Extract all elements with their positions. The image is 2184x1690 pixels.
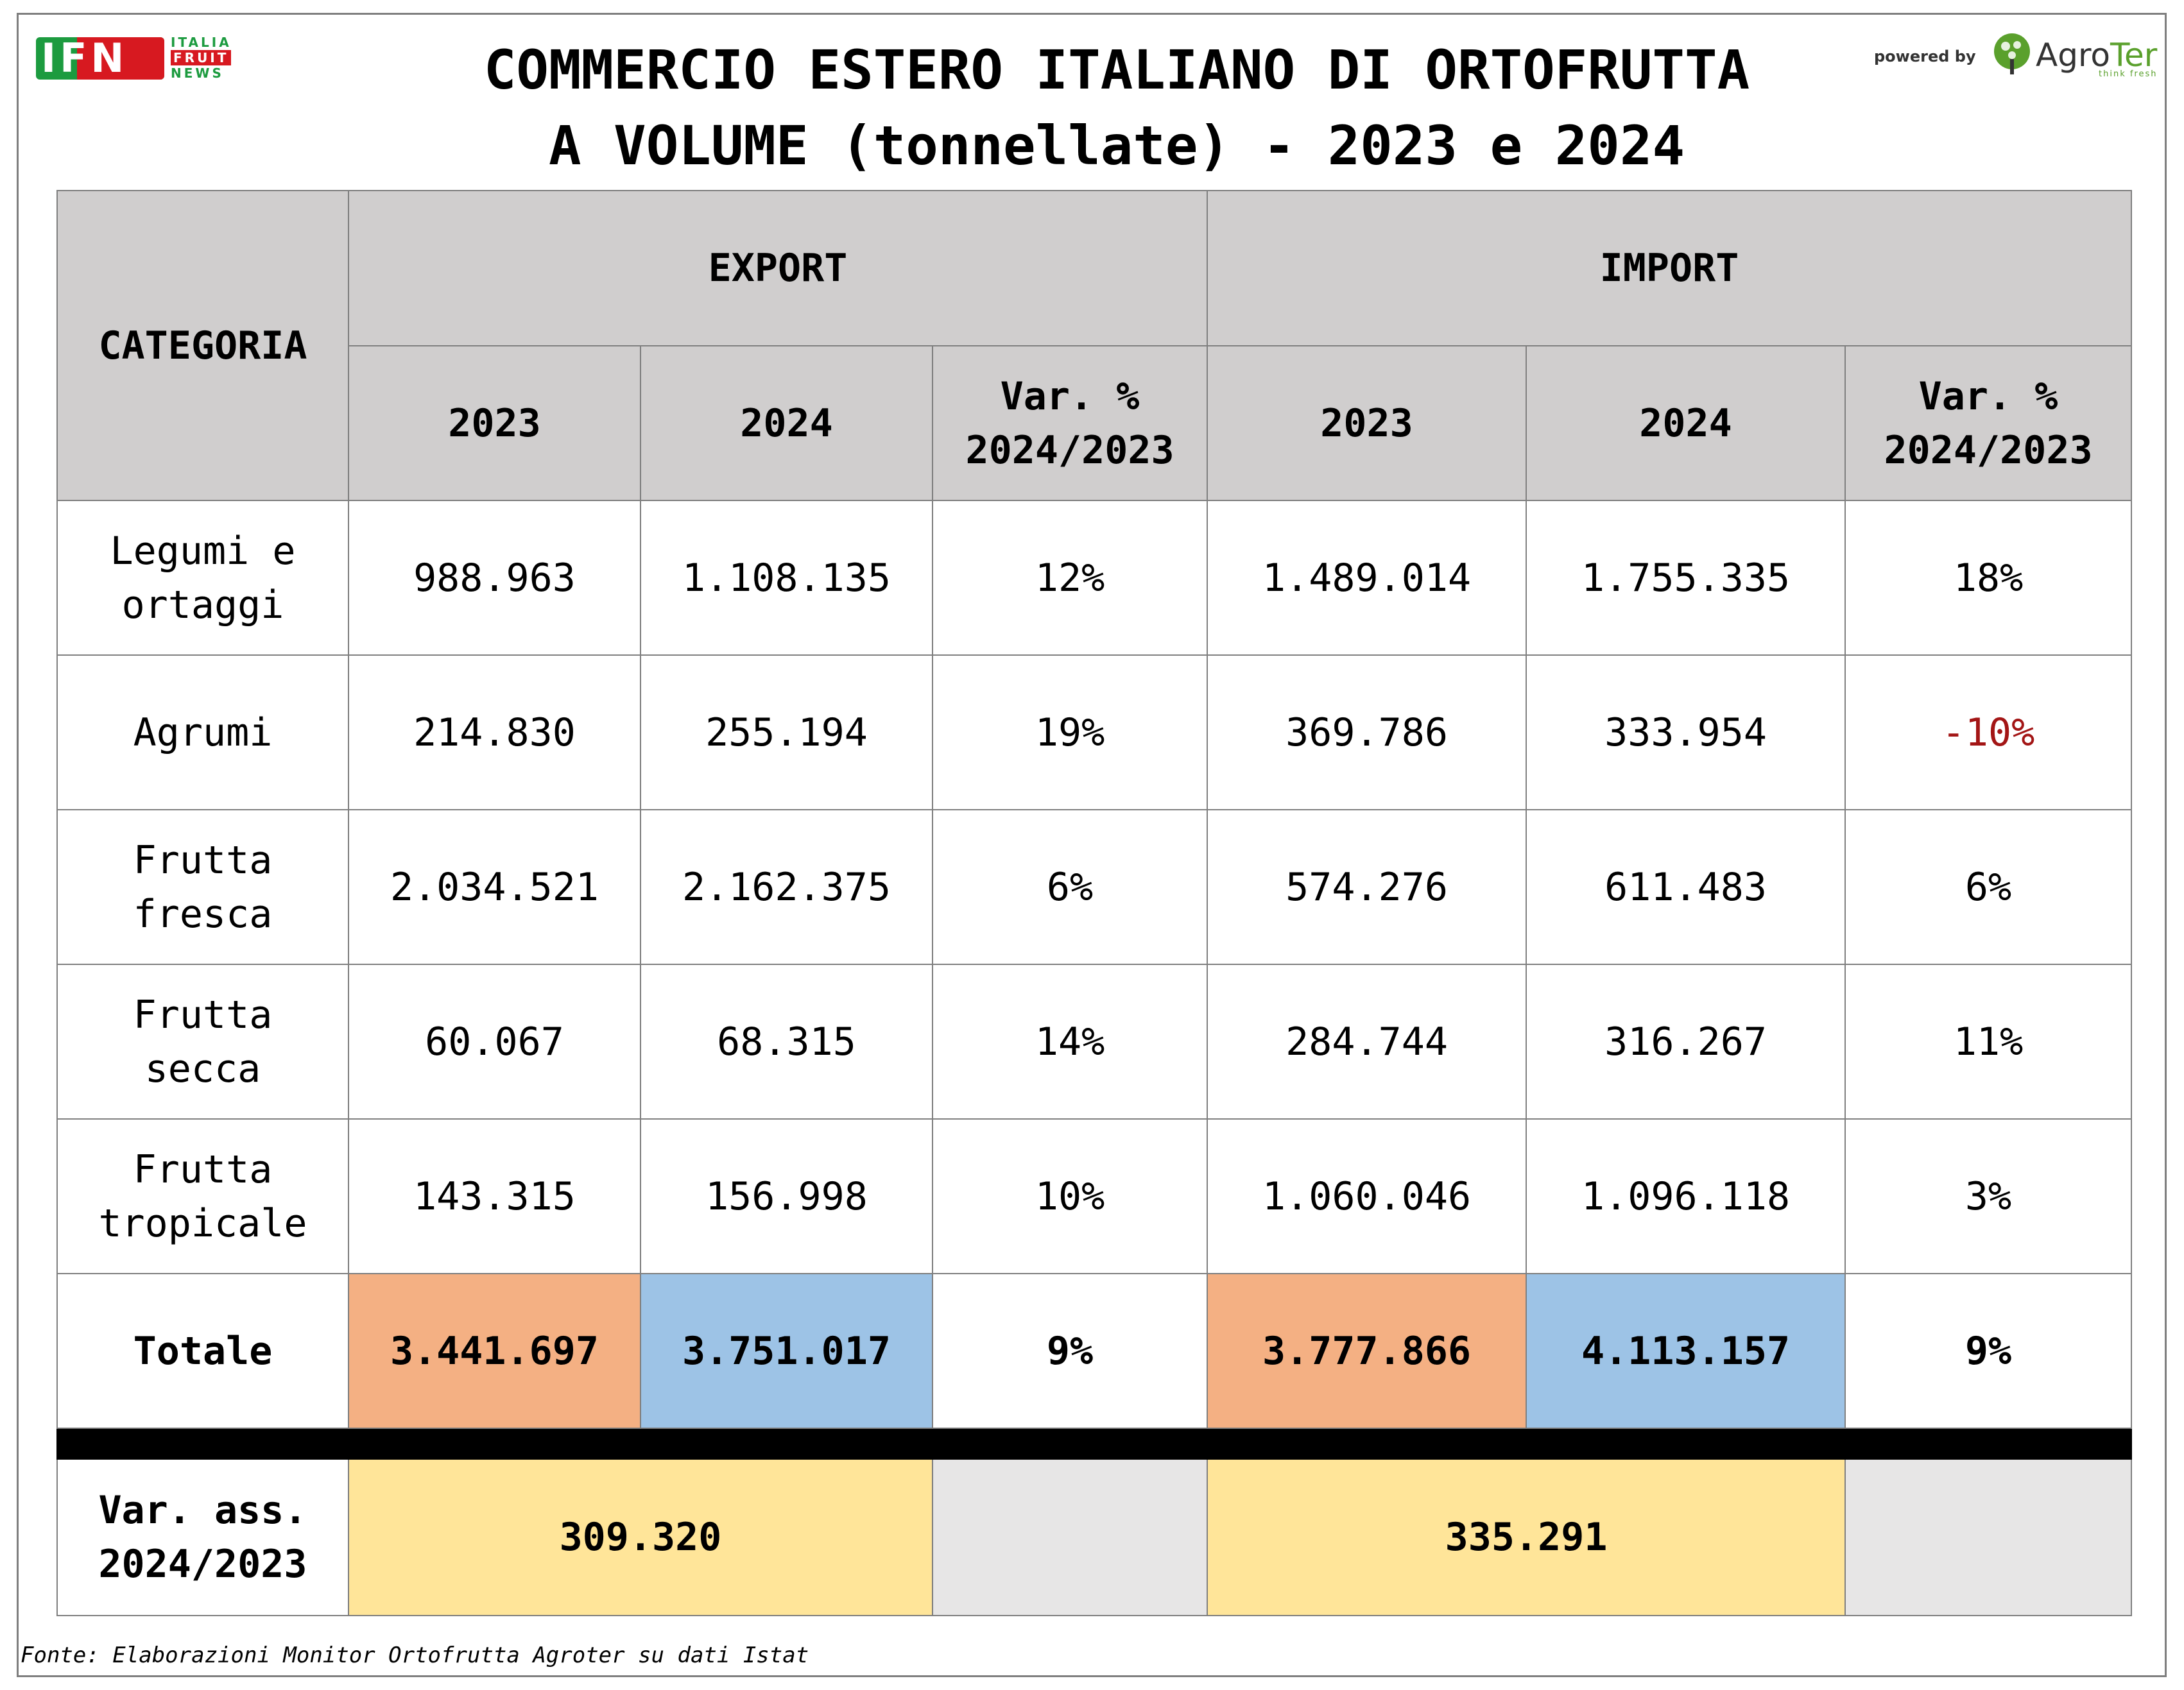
import-var-cell: -10% (1844, 654, 2133, 810)
header-export: EXPORT (347, 190, 1208, 346)
header-import: IMPORT (1207, 190, 2133, 346)
tree-icon (1994, 33, 2030, 74)
export-2024-cell: 2.162.375 (640, 809, 933, 965)
var-ass-import-empty (1844, 1458, 2133, 1616)
var-ass-import: 335.291 (1207, 1458, 1846, 1616)
category-line-1: Frutta (133, 992, 273, 1037)
logo-line-1: ITALIA (171, 35, 232, 50)
var-label-line-2: 2024/2023 (965, 427, 1174, 473)
export-2023-cell: 214.830 (348, 654, 641, 810)
category-line-2: secca (144, 1046, 261, 1091)
export-2023-cell: 988.963 (348, 500, 641, 656)
import-2024-cell: 1.096.118 (1526, 1118, 1846, 1274)
export-var-cell: 14% (931, 964, 1208, 1120)
logo-side-text: ITALIA FRUIT NEWS (171, 35, 254, 81)
import-var-cell: 3% (1844, 1118, 2133, 1274)
category-line-1: Frutta (133, 837, 273, 883)
table-row: Agrumi 214.830 255.194 19% 369.786 333.9… (56, 654, 2133, 810)
category-line-2: fresca (133, 891, 273, 937)
header-export-2024: 2024 (640, 345, 933, 501)
export-2023-cell: 60.067 (348, 964, 641, 1120)
total-row: Totale 3.441.697 3.751.017 9% 3.777.866 … (56, 1273, 2133, 1429)
header-import-var: Var. % 2024/2023 (1844, 345, 2133, 501)
ifn-logo: IFN ITALIA FRUIT NEWS (36, 35, 254, 86)
category-line-2: ortaggi (121, 582, 284, 627)
agroter-brand: AgroTer (2036, 36, 2157, 74)
header-export-2023: 2023 (348, 345, 641, 501)
var-ass-row: Var. ass. 2024/2023 309.320 335.291 (56, 1458, 2133, 1616)
category-cell: Frutta tropicale (56, 1118, 349, 1274)
export-var-cell: 6% (931, 809, 1208, 965)
import-2024-cell: 316.267 (1526, 964, 1846, 1120)
export-2023-cell: 143.315 (348, 1118, 641, 1274)
import-2024-cell: 1.755.335 (1526, 500, 1846, 656)
header-export-var: Var. % 2024/2023 (931, 345, 1208, 501)
logo-letters: IFN (41, 35, 128, 81)
import-2024-cell: 611.483 (1526, 809, 1846, 965)
export-var-cell: 10% (931, 1118, 1208, 1274)
category-cell: Agrumi (56, 654, 349, 810)
source-note: Fonte: Elaborazioni Monitor Ortofrutta A… (21, 1643, 809, 1668)
import-var-cell: 6% (1844, 809, 2133, 965)
separator-cell (56, 1428, 2133, 1460)
export-var-cell: 19% (931, 654, 1208, 810)
total-import-var: 9% (1844, 1273, 2133, 1429)
total-label: Totale (56, 1273, 349, 1429)
export-var-cell: 12% (931, 500, 1208, 656)
var-ass-export-empty (931, 1458, 1208, 1616)
import-2023-cell: 284.744 (1207, 964, 1527, 1120)
title-line-1: COMMERCIO ESTERO ITALIANO DI ORTOFRUTTA (483, 38, 1750, 101)
category-line-1: Agrumi (133, 710, 273, 755)
table-row: Frutta secca 60.067 68.315 14% 284.744 31… (56, 964, 2133, 1120)
table-row: Frutta tropicale 143.315 156.998 10% 1.06… (56, 1118, 2133, 1274)
import-2023-cell: 1.489.014 (1207, 500, 1527, 656)
export-2024-cell: 156.998 (640, 1118, 933, 1274)
header-import-2023: 2023 (1207, 345, 1527, 501)
var-label-line-1: Var. % (1918, 373, 2058, 419)
import-var-cell: 18% (1844, 500, 2133, 656)
total-export-2023: 3.441.697 (348, 1273, 641, 1429)
category-line-1: Frutta (133, 1147, 273, 1192)
category-cell: Frutta fresca (56, 809, 349, 965)
category-line-1: Legumi e (110, 528, 296, 574)
separator-bar (56, 1428, 2133, 1460)
var-ass-label-line-1: Var. ass. (98, 1488, 307, 1533)
var-ass-export: 309.320 (348, 1458, 933, 1616)
table-row: Legumi e ortaggi 988.963 1.108.135 12% 1.… (56, 500, 2133, 656)
var-ass-label-line-2: 2024/2023 (98, 1542, 307, 1587)
logo-line-3: NEWS (171, 65, 224, 81)
export-2024-cell: 68.315 (640, 964, 933, 1120)
logo-line-2: FRUIT (171, 50, 232, 65)
export-2023-cell: 2.034.521 (348, 809, 641, 965)
logo-red-block (77, 37, 164, 80)
var-ass-label: Var. ass. 2024/2023 (56, 1458, 349, 1616)
total-export-2024: 3.751.017 (640, 1273, 933, 1429)
category-cell: Frutta secca (56, 964, 349, 1120)
export-2024-cell: 1.108.135 (640, 500, 933, 656)
import-2023-cell: 1.060.046 (1207, 1118, 1527, 1274)
category-line-2: tropicale (98, 1200, 307, 1246)
trade-table: CATEGORIA EXPORT IMPORT 2023 2024 Var. %… (56, 190, 2133, 1616)
powered-by-label: powered by (1874, 47, 1976, 65)
var-label-line-1: Var. % (1000, 373, 1140, 419)
total-import-2023: 3.777.866 (1207, 1273, 1527, 1429)
header-import-2024: 2024 (1526, 345, 1846, 501)
var-label-line-2: 2024/2023 (1884, 427, 2093, 473)
header-categoria: CATEGORIA (56, 190, 349, 501)
import-2024-cell: 333.954 (1526, 654, 1846, 810)
import-2023-cell: 574.276 (1207, 809, 1527, 965)
total-import-2024: 4.113.157 (1526, 1273, 1846, 1429)
brand-suffix: Ter (2110, 37, 2158, 74)
import-2023-cell: 369.786 (1207, 654, 1527, 810)
total-export-var: 9% (931, 1273, 1208, 1429)
page-title: COMMERCIO ESTERO ITALIANO DI ORTOFRUTTA … (321, 32, 1913, 184)
brand-prefix: Agro (2036, 37, 2110, 74)
agroter-tagline: think fresh (2099, 69, 2158, 79)
export-2024-cell: 255.194 (640, 654, 933, 810)
table-row: Frutta fresca 2.034.521 2.162.375 6% 574.… (56, 809, 2133, 965)
title-line-2: A VOLUME (tonnellate) - 2023 e 2024 (548, 114, 1685, 177)
import-var-cell: 11% (1844, 964, 2133, 1120)
category-cell: Legumi e ortaggi (56, 500, 349, 656)
